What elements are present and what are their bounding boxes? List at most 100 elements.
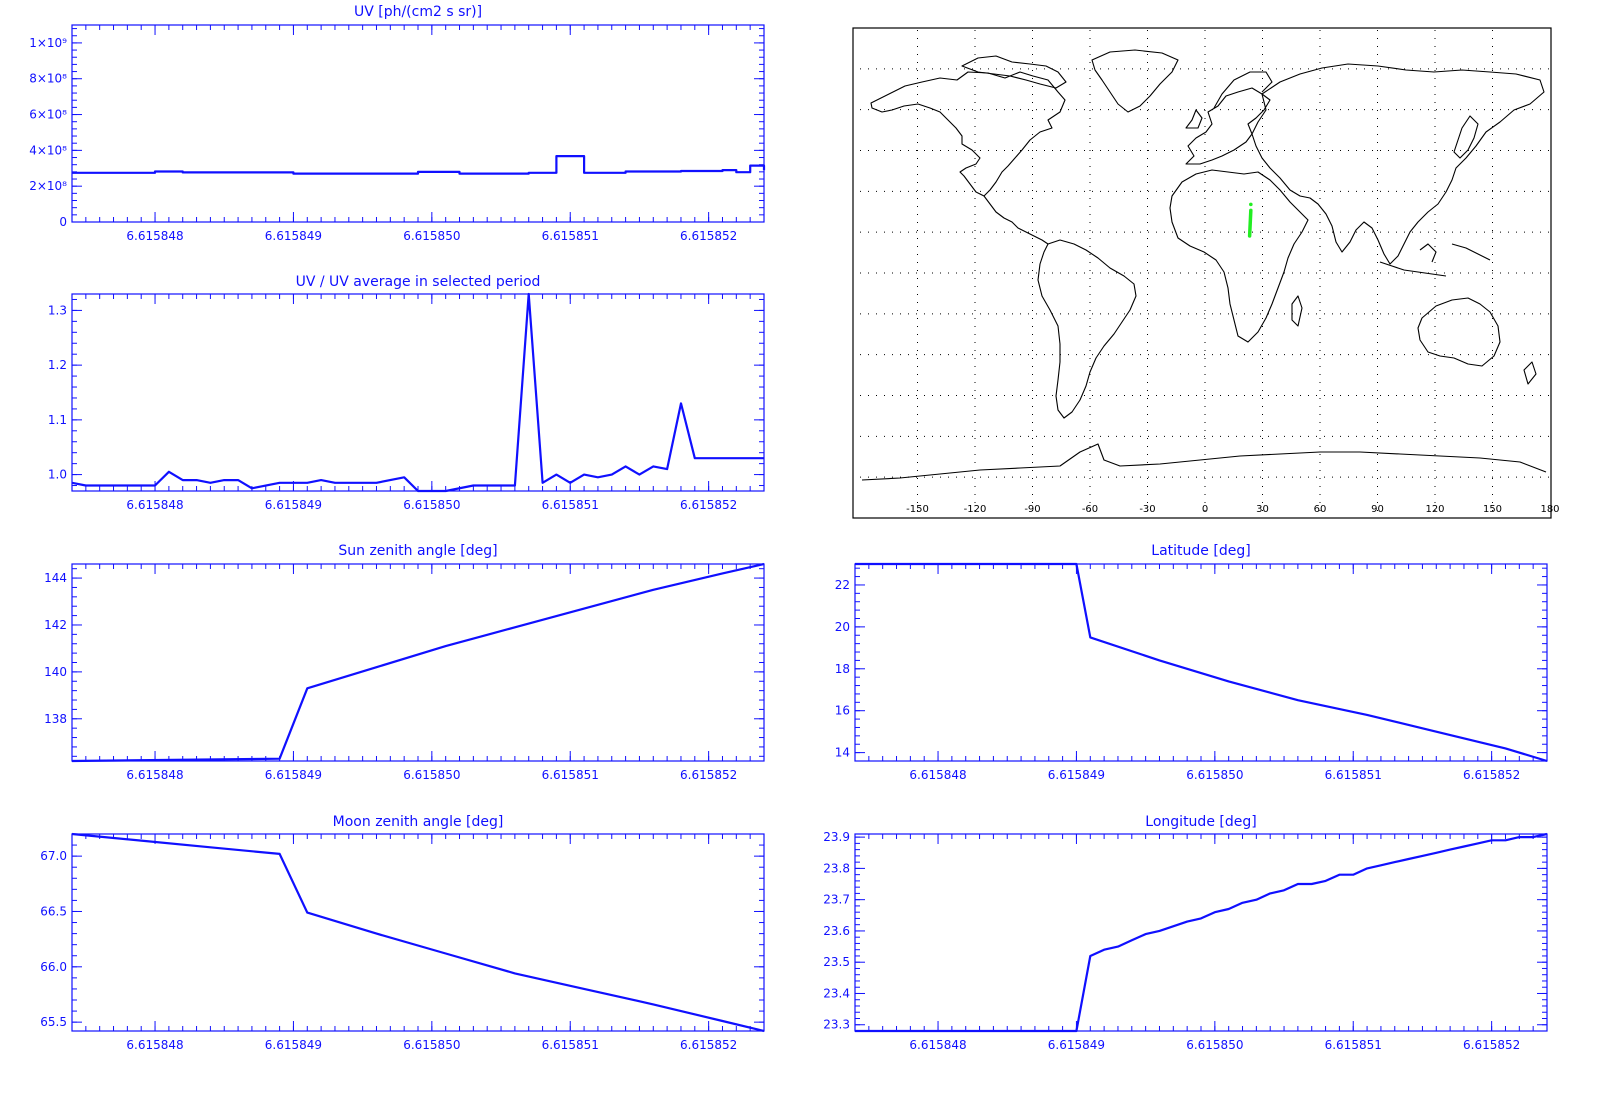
map-graticule [860,30,1550,516]
coastline-australia [1417,297,1501,367]
y-tick-label: 20 [835,620,850,634]
plot-frame [71,293,765,492]
x-tick-label: 6.615851 [542,229,599,243]
longitude-label: 60 [1314,504,1327,515]
panel-sun-zenith: Sun zenith angle [deg] 6.615848 6.615849 6… [44,543,765,782]
longitude-tick-labels: -150 -120 -90 -60 -30 0 30 60 90 120 150 180 [906,504,1559,515]
longitude-label: 120 [1425,504,1444,515]
x-tick-label: 6.615849 [1048,1038,1105,1052]
y-tick-label: 1×10⁹ [29,36,67,50]
series-line [72,155,766,175]
x-tick-label: 6.615852 [680,1038,737,1052]
y-tick-label: 23.8 [823,861,850,875]
panel-uv: UV [ph/(cm2 s sr)] 6.615848 6.615849 6.615… [29,4,766,243]
series-line [855,832,1548,1033]
y-tick-label: 8×10⁸ [29,72,67,86]
x-tick-label: 6.615848 [126,768,183,782]
y-tick-label: 66.0 [40,960,67,974]
x-tick-label: 6.615851 [1325,1038,1382,1052]
coastline-new-zealand [1523,361,1537,385]
x-tick-label: 6.615852 [680,229,737,243]
y-tick-label: 65.5 [40,1015,67,1029]
y-tick-label: 23.9 [823,830,850,844]
map-coastlines [861,49,1547,481]
panel-latitude: Latitude [deg] 6.615848 6.615849 6.615850 6… [835,543,1548,782]
panel-title: Moon zenith angle [deg] [333,814,504,830]
series-line [71,292,764,493]
coastline-antarctica [861,443,1547,481]
y-tick-label: 140 [44,665,67,679]
panel-uv-ratio: UV / UV average in selected period 6.615… [48,274,765,512]
panel-longitude: Longitude [deg] 6.615848 6.615849 6.615850… [823,814,1548,1052]
plot-frame [71,833,765,1032]
x-tick-label: 6.615850 [403,768,460,782]
plot-frame [854,563,1548,762]
x-tick-label: 6.615848 [126,229,183,243]
plot-axes: 6.615848 6.615849 6.615850 6.615851 6.615852… [835,562,1548,782]
y-tick-label: 23.3 [823,1018,850,1032]
coastline-scandinavia [1213,71,1273,109]
coastline-asia [1251,63,1545,265]
x-tick-label: 6.615849 [265,229,322,243]
coastline-south-america [1037,239,1137,419]
plot-axes: 6.615848 6.615849 6.615850 6.615851 6.615852… [40,832,765,1052]
y-tick-label: 66.5 [40,904,67,918]
x-tick-label: 6.615848 [909,768,966,782]
panel-title: UV [ph/(cm2 s sr)] [354,4,482,20]
world-map-panel: -150 -120 -90 -60 -30 0 30 60 90 120 150 180 [852,27,1560,519]
longitude-label: 180 [1540,504,1559,515]
panel-title: Sun zenith angle [deg] [338,543,497,559]
plot-frame [854,833,1548,1032]
x-tick-label: 6.615850 [403,1038,460,1052]
coastline-greenland [1091,49,1179,113]
x-tick-label: 6.615850 [403,498,460,512]
track-point [1249,202,1253,207]
longitude-label: 150 [1483,504,1502,515]
panel-moon-zenith: Moon zenith angle [deg] 6.615848 6.615849… [40,814,765,1052]
y-tick-label: 23.5 [823,955,850,969]
x-tick-label: 6.615851 [542,1038,599,1052]
panel-title: UV / UV average in selected period [296,274,541,290]
y-tick-label: 67.0 [40,849,67,863]
y-tick-label: 4×10⁸ [29,143,67,157]
x-tick-label: 6.615849 [265,1038,322,1052]
series-line [71,832,765,1033]
x-tick-label: 6.615850 [1186,1038,1243,1052]
plot-frame [71,24,765,223]
panel-title: Longitude [deg] [1145,814,1256,830]
y-tick-label: 23.4 [823,986,850,1000]
y-tick-label: 142 [44,618,67,632]
track-segment [1247,208,1253,238]
x-tick-label: 6.615850 [403,229,460,243]
map-frame [852,27,1552,519]
x-tick-label: 6.615852 [680,768,737,782]
coastline-central-america [983,195,1049,245]
y-tick-label: 1.2 [48,358,67,372]
longitude-label: 30 [1256,504,1269,515]
coastline-madagascar [1291,295,1303,327]
y-tick-label: 16 [835,704,850,718]
coastline-southeast-asia-islands [1379,243,1491,277]
y-tick-label: 6×10⁸ [29,108,67,122]
coastline-japan [1453,115,1479,159]
longitude-label: -90 [1024,504,1040,515]
y-tick-label: 14 [835,746,850,760]
x-tick-label: 6.615852 [1463,768,1520,782]
longitude-label: -60 [1082,504,1098,515]
y-tick-label: 22 [835,578,850,592]
series-line [855,562,1548,763]
y-tick-label: 23.7 [823,893,850,907]
x-tick-label: 6.615851 [542,768,599,782]
panel-title: Latitude [deg] [1151,543,1250,559]
x-tick-label: 6.615850 [1186,768,1243,782]
x-tick-label: 6.615848 [126,498,183,512]
longitude-label: -30 [1139,504,1155,515]
series-line [71,562,765,763]
coastline-british-isles [1185,109,1203,129]
x-tick-label: 6.615851 [1325,768,1382,782]
x-tick-label: 6.615852 [680,498,737,512]
coastline-africa [1169,169,1309,343]
longitude-label: -150 [906,504,929,515]
x-tick-label: 6.615851 [542,498,599,512]
